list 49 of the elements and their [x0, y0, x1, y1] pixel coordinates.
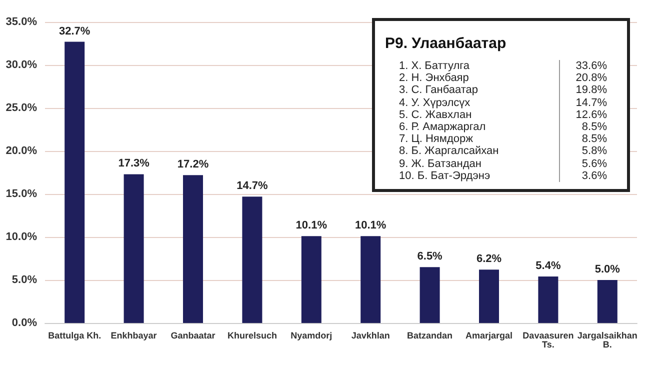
data-label: 10.1% — [296, 220, 328, 232]
annotation: 8. Б. Жаргалсайхан — [398, 145, 500, 158]
x-tick-label: Ganbaatar — [170, 330, 216, 340]
x-tick-label: Nyamdorj — [290, 330, 332, 340]
annotation: 8.5% — [558, 133, 617, 146]
annotation: 4. У. Хүрэлсүх — [398, 96, 472, 109]
x-tick-label: Amarjargal — [465, 330, 513, 340]
x-tick-label: Davaasuren Ts. — [522, 330, 574, 350]
annotation: 9. Ж. Батзандан — [398, 158, 482, 170]
annotation: 14.7% — [558, 96, 617, 109]
y-tick-label: 0.0% — [12, 317, 38, 329]
annotation: 5.6% — [558, 158, 617, 170]
y-tick-label: 15.0% — [6, 188, 38, 200]
annotation: 12.6% — [558, 108, 617, 122]
annotation: 10. Б. Бат-Эрдэнэ — [398, 170, 492, 182]
annotation: 3. С. Ганбаатар — [398, 84, 480, 97]
x-tick-label: Batzandan — [407, 330, 453, 340]
annotation: 19.8% — [558, 84, 617, 97]
annotation: 33.6% — [558, 60, 617, 72]
y-tick-label: 30.0% — [6, 59, 38, 71]
annotation: 8.5% — [558, 121, 617, 134]
y-tick-label: 35.0% — [6, 16, 38, 28]
y-tick-label: 5.0% — [12, 274, 38, 286]
x-tick-label: Khurelsuch — [227, 330, 277, 340]
annotation: 20.8% — [558, 72, 617, 84]
annotation: 5.8% — [558, 145, 617, 158]
data-label: 32.7% — [59, 25, 90, 38]
data-label: 6.2% — [476, 253, 502, 266]
data-label: 14.7% — [236, 180, 268, 192]
annotation: 3.6% — [558, 170, 617, 182]
x-tick-label: Javkhlan — [351, 330, 390, 340]
x-tick-label: Enkhbayar — [110, 330, 158, 340]
data-label: 5.0% — [594, 264, 620, 276]
annotation: 1. Х. Баттулга — [398, 60, 471, 72]
data-label: 17.3% — [118, 158, 150, 170]
data-label: 5.4% — [536, 260, 561, 272]
data-label: 17.2% — [177, 158, 209, 171]
annotation: 6. Р. Амаржаргал — [398, 121, 487, 134]
y-tick-label: 10.0% — [6, 231, 38, 243]
y-tick-label: 20.0% — [6, 145, 38, 157]
data-label: 10.1% — [355, 220, 386, 232]
x-tick-label: Jargalsaikhan B. — [577, 330, 638, 350]
text: Р9. Улаанбаатар — [385, 35, 508, 52]
data-label: 6.5% — [417, 250, 443, 263]
annotation: 2. Н. Энхбаяр — [398, 72, 469, 84]
annotation: 7. Ц. Нямдорж — [398, 133, 474, 146]
x-tick-label: Battulga Kh. — [48, 330, 102, 340]
annotation: 5. С. Жавхлан — [398, 108, 473, 122]
y-tick-label: 25.0% — [6, 102, 38, 114]
